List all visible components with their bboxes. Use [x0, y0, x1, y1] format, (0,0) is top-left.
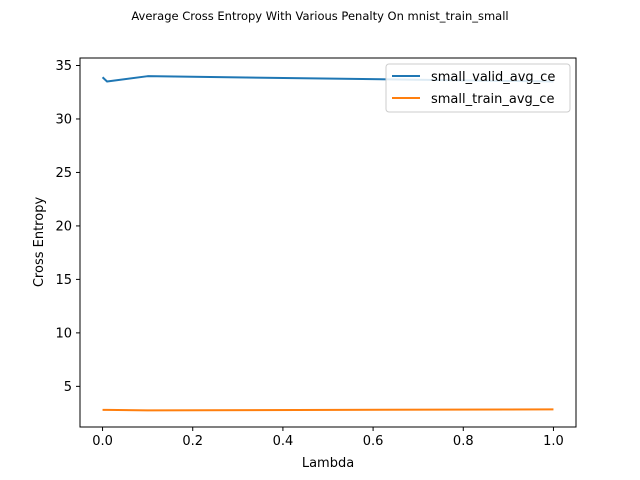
series-line-small_valid_avg_ce: [101, 75, 554, 83]
series-line-small_train_avg_ce: [102, 408, 554, 412]
y-axis-label: Cross Entropy: [32, 197, 47, 288]
legend: small_valid_avg_ce small_train_avg_ce: [385, 63, 571, 113]
legend-box: [385, 63, 571, 113]
y-tick-label: 35: [55, 59, 72, 74]
y-tick-label: 10: [55, 326, 72, 341]
x-axis: 0.0 0.2 0.4 0.6 0.8 1.0: [92, 427, 564, 449]
y-tick-label: 20: [55, 219, 72, 234]
legend-label: small_valid_avg_ce: [431, 70, 555, 85]
x-tick-label: 0.6: [363, 434, 384, 449]
y-tick-label: 15: [55, 273, 72, 288]
chart-title: Average Cross Entropy With Various Penal…: [131, 9, 508, 23]
y-tick-label: 30: [55, 112, 72, 127]
x-axis-label: Lambda: [302, 456, 354, 471]
x-tick-label: 0.8: [453, 434, 474, 449]
x-tick-label: 0.2: [182, 434, 203, 449]
y-axis: 5 10 15 20 25 30 35: [55, 59, 80, 395]
legend-label: small_train_avg_ce: [431, 92, 554, 107]
y-tick-label: 25: [55, 166, 72, 181]
x-tick-label: 1.0: [543, 434, 564, 449]
x-tick-label: 0.0: [92, 434, 113, 449]
y-tick-label: 5: [64, 380, 72, 395]
x-tick-label: 0.4: [273, 434, 294, 449]
series-lines: [101, 75, 554, 412]
plot-area: [79, 57, 577, 428]
